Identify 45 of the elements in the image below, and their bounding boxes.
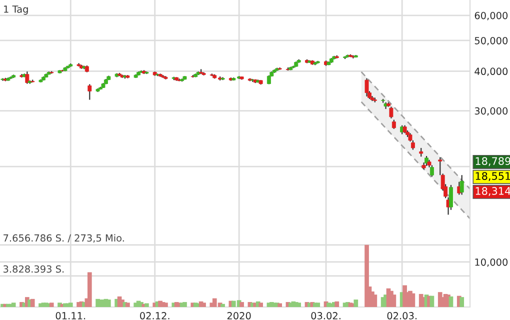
bar xyxy=(11,302,16,307)
bar xyxy=(278,303,282,307)
bar xyxy=(258,302,263,307)
y-tick-label: 40,000 xyxy=(474,68,508,76)
bar xyxy=(410,293,416,307)
bar xyxy=(49,302,54,307)
text: 1 Tag xyxy=(4,6,28,15)
candlestick xyxy=(460,174,464,196)
bar xyxy=(68,302,73,307)
annotation: 18,551 xyxy=(476,172,510,182)
bar xyxy=(106,300,111,307)
bar xyxy=(87,272,92,307)
bar xyxy=(164,302,168,307)
bar xyxy=(202,302,206,307)
candlestick xyxy=(392,119,396,130)
bar xyxy=(430,296,434,307)
x-tick-label: 01.11. xyxy=(56,312,86,320)
annotation: 18,789 xyxy=(476,157,510,166)
x-tick-label: 02.03. xyxy=(387,312,416,320)
y-tick-label: 50,000 xyxy=(474,36,508,46)
ref-line-label: 3.828.393 S. xyxy=(4,265,64,273)
y-tick-label: 60,000 xyxy=(474,12,508,20)
bar xyxy=(334,301,340,307)
x-tick-label: 03.02. xyxy=(311,312,340,320)
candlestick xyxy=(389,106,394,119)
candlestick xyxy=(88,84,92,100)
ref-line-label: 7.656.786 S. / 273,5 Mio. xyxy=(4,234,124,243)
x-tick-label: 2020 xyxy=(227,312,251,320)
bar xyxy=(296,302,302,307)
bar xyxy=(220,304,225,307)
bar xyxy=(240,302,244,307)
candlestick xyxy=(364,78,369,97)
bar xyxy=(372,294,378,307)
bar xyxy=(460,297,464,307)
bar xyxy=(392,294,396,307)
bar xyxy=(354,300,358,307)
bar xyxy=(316,302,320,307)
candlestick xyxy=(438,156,442,176)
bar xyxy=(448,296,454,307)
y-tick-label: 10,000 xyxy=(475,258,508,267)
bar xyxy=(126,302,130,307)
candlestick xyxy=(449,184,453,210)
bar xyxy=(182,302,187,307)
y-tick-label: 30,000 xyxy=(474,107,508,116)
x-tick-label: 02.12. xyxy=(140,312,170,320)
